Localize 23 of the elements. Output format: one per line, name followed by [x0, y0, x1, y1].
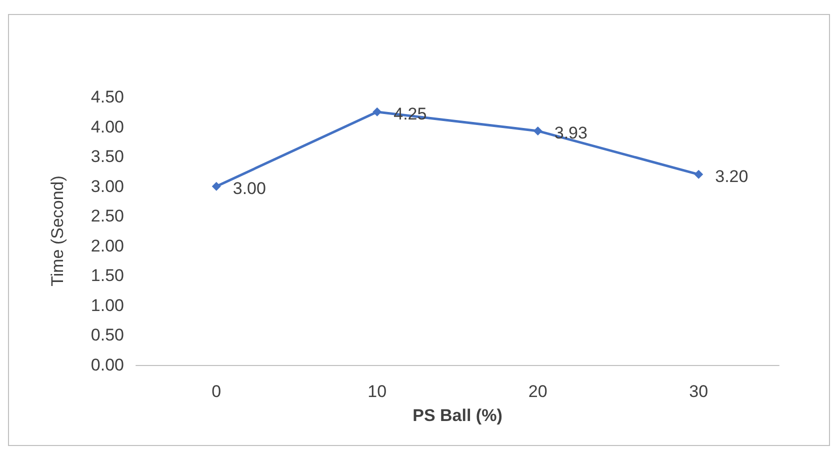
y-tick-label: 2.50 — [90, 206, 124, 226]
data-label: 3.00 — [232, 178, 266, 198]
x-tick-label: 20 — [528, 382, 548, 401]
y-tick-label: 4.00 — [90, 117, 124, 136]
y-tick-label: 3.00 — [90, 176, 124, 196]
y-tick-label: 2.00 — [90, 236, 124, 256]
y-tick-label: 3.50 — [90, 147, 124, 166]
point — [533, 126, 542, 136]
y-tick-label: 0.50 — [90, 326, 124, 345]
x-tick-label: 0 — [212, 382, 222, 401]
y-tick-label: 0.00 — [90, 356, 124, 374]
data-label: 3.93 — [554, 123, 588, 142]
y-tick-label: 1.00 — [90, 296, 124, 315]
x-tick-label: 30 — [689, 382, 708, 401]
point — [212, 182, 221, 191]
x-tick-label: 10 — [368, 382, 387, 401]
y-tick-label: 1.50 — [90, 266, 124, 286]
y-tick-label: 4.50 — [90, 88, 124, 106]
data-label: 3.20 — [715, 166, 748, 186]
y-axis-title: Time (Second) — [48, 176, 67, 286]
x-axis-title: PS Ball (%) — [412, 406, 502, 425]
point — [694, 170, 704, 179]
point — [372, 107, 382, 116]
